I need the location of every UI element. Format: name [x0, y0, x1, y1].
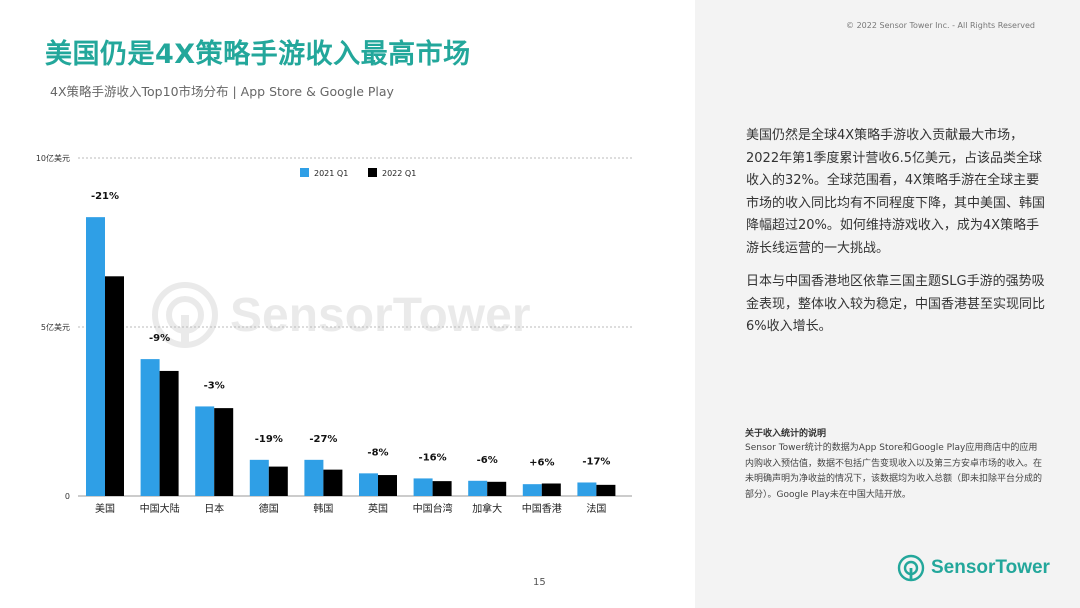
x-tick-label: 加拿大	[472, 502, 502, 515]
x-tick-label: 日本	[204, 502, 224, 515]
legend-swatch	[368, 168, 377, 177]
change-label: -16%	[419, 452, 447, 463]
bar-2021q1	[140, 359, 160, 496]
x-tick-label: 中国台湾	[413, 502, 453, 515]
page-title: 美国仍是4X策略手游收入最高市场	[45, 39, 471, 70]
y-tick-label: 5亿美元	[41, 322, 70, 332]
bar-2021q1	[195, 406, 215, 496]
x-tick-label: 法国	[586, 502, 606, 515]
change-label: +6%	[529, 457, 554, 468]
bar-2022q1	[323, 469, 343, 496]
bar-2022q1	[432, 481, 452, 496]
change-label: -8%	[367, 447, 388, 458]
x-tick-label: 韩国	[313, 502, 333, 515]
bar-2021q1	[468, 480, 488, 496]
bar-2022q1	[268, 466, 288, 496]
commentary-paragraph-1: 美国仍然是全球4X策略手游收入贡献最大市场，2022年第1季度累计营收6.5亿美…	[746, 128, 1046, 256]
watermark-logo-icon	[152, 282, 218, 348]
change-label: -9%	[149, 333, 170, 344]
page-number: 15	[533, 577, 546, 588]
note-body: Sensor Tower统计的数据为App Store和Google Play应…	[745, 443, 1043, 500]
x-tick-label: 英国	[368, 502, 388, 515]
bar-2021q1	[86, 217, 105, 496]
change-label: -27%	[309, 434, 337, 445]
legend-label: 2021 Q1	[314, 169, 348, 178]
bar-2022q1	[159, 370, 179, 496]
bar-2022q1	[378, 475, 397, 496]
page-subtitle: 4X策略手游收入Top10市场分布 | App Store & Google P…	[50, 84, 394, 99]
logo-text: SensorTower	[931, 557, 1050, 578]
x-tick-label: 德国	[259, 502, 279, 515]
copyright-notice: © 2022 Sensor Tower Inc. - All Rights Re…	[846, 21, 1035, 30]
x-tick-label: 中国大陆	[140, 502, 180, 515]
bar-2021q1	[304, 459, 324, 496]
bar-2021q1	[577, 482, 597, 496]
x-tick-label: 中国香港	[522, 502, 562, 515]
bar-2021q1	[522, 484, 542, 496]
change-label: -19%	[255, 434, 283, 445]
bar-2021q1	[359, 473, 378, 496]
y-tick-label: 10亿美元	[36, 153, 70, 163]
change-label: -17%	[582, 456, 610, 467]
change-label: -3%	[204, 380, 225, 391]
bar-2022q1	[541, 483, 561, 496]
watermark-text: SensorTower	[230, 288, 531, 342]
bar-2022q1	[487, 481, 507, 496]
sensor-tower-logo-icon	[897, 554, 925, 582]
change-label: -21%	[91, 191, 119, 202]
commentary-panel	[695, 0, 1080, 608]
change-label: -6%	[477, 455, 498, 466]
bar-2021q1	[413, 478, 433, 496]
note-title: 关于收入统计的说明	[745, 429, 827, 439]
x-tick-label: 美国	[95, 502, 115, 515]
brand-logo: SensorTower	[897, 554, 1050, 582]
bar-2021q1	[249, 459, 269, 496]
legend-label: 2022 Q1	[382, 169, 416, 178]
bar-2022q1	[105, 276, 124, 496]
bar-2022q1	[214, 408, 234, 496]
legend-swatch	[300, 168, 309, 177]
bar-2022q1	[596, 484, 616, 496]
y-tick-label: 0	[65, 492, 70, 501]
commentary-paragraph-2: 日本与中国香港地区依靠三国主题SLG手游的强势吸金表现，整体收入较为稳定，中国香…	[746, 274, 1046, 334]
watermark: SensorTower	[150, 280, 531, 350]
